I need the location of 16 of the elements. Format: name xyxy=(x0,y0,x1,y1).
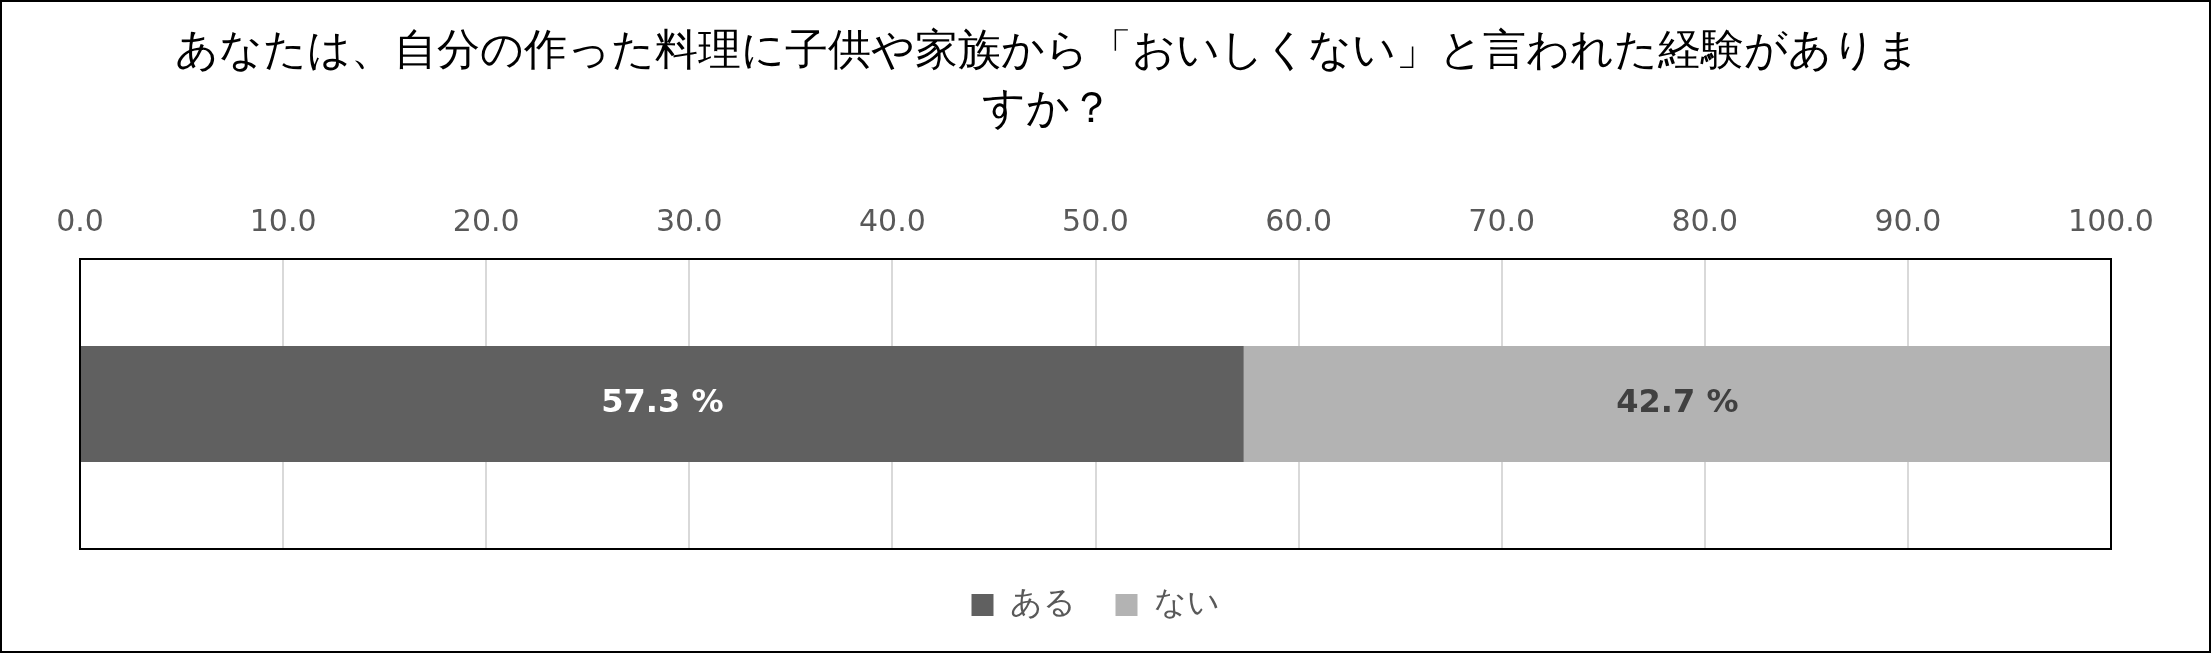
x-tick-label: 100.0 xyxy=(2068,202,2154,238)
x-tick-label: 50.0 xyxy=(1062,202,1129,238)
x-tick-label: 30.0 xyxy=(655,202,723,238)
x-tick-label: 80.0 xyxy=(1671,202,1739,238)
chart-title: あなたは、自分の作った料理に子供や家族から「おいしくない」と言われた経験がありますか？ xyxy=(173,23,1921,134)
x-tick-label: 90.0 xyxy=(1874,202,1942,238)
x-tick-label: 20.0 xyxy=(452,202,520,238)
data-label: 57.3 % xyxy=(601,382,724,421)
data-label: 42.7 % xyxy=(1616,382,1739,421)
x-tick-label: 40.0 xyxy=(859,202,926,238)
legend-label: ない xyxy=(1153,583,1220,622)
legend-label: ある xyxy=(1009,583,1076,622)
x-tick-label: 0.0 xyxy=(56,202,104,238)
x-tick-label: 70.0 xyxy=(1468,202,1536,238)
x-tick-label: 10.0 xyxy=(249,202,317,238)
x-tick-label: 60.0 xyxy=(1265,202,1332,238)
